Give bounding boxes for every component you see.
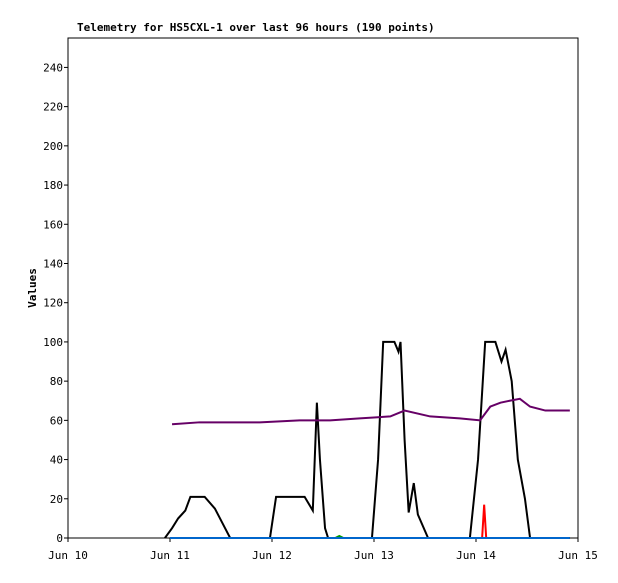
series-line [164,340,570,539]
x-tick-label: Jun 13 [354,549,394,562]
y-tick-label: 60 [50,414,63,427]
y-tick-label: 20 [50,493,63,506]
chart-title: Telemetry for HS5CXL-1 over last 96 hour… [77,21,435,34]
y-tick-label: 180 [43,179,63,192]
y-tick-label: 120 [43,297,63,310]
y-tick-label: 100 [43,336,63,349]
y-tick-label: 220 [43,101,63,114]
y-tick-label: 80 [50,375,63,388]
y-tick-label: 160 [43,218,63,231]
y-tick-label: 40 [50,454,63,467]
x-tick-label: Jun 11 [150,549,190,562]
y-axis-label: Values [26,268,39,308]
y-tick-label: 200 [43,140,63,153]
plot-frame [67,37,579,539]
x-tick-label: Jun 14 [456,549,496,562]
y-tick-label: 140 [43,257,63,270]
x-tick-label: Jun 12 [252,549,292,562]
x-tick-label: Jun 15 [558,549,598,562]
x-tick-label: Jun 10 [48,549,88,562]
series-line [171,397,570,426]
y-tick-label: 240 [43,61,63,74]
y-tick-label: 0 [56,532,63,545]
series-line [476,504,493,539]
